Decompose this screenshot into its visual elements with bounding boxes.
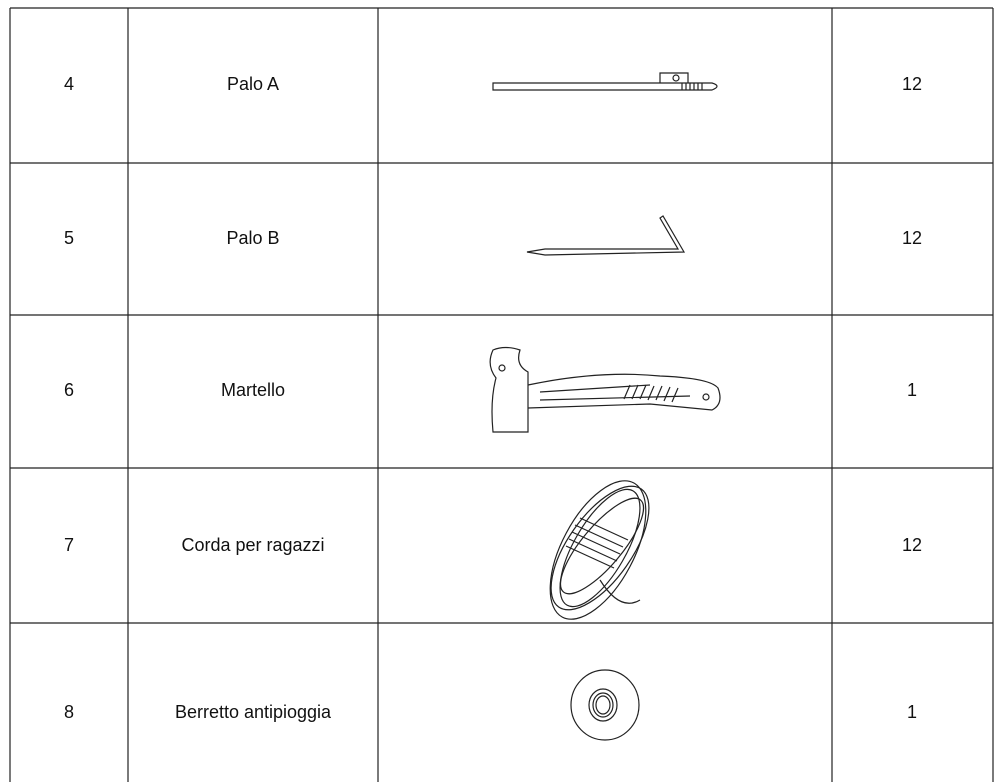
- item-name: Corda per ragazzi: [181, 535, 324, 555]
- item-quantity: 1: [907, 702, 917, 722]
- item-quantity: 1: [907, 380, 917, 400]
- item-number: 6: [64, 380, 74, 400]
- rope-icon: [549, 480, 650, 620]
- item-number: 7: [64, 535, 74, 555]
- item-number: 5: [64, 228, 74, 248]
- item-number: 4: [64, 74, 74, 94]
- item-quantity: 12: [902, 74, 922, 94]
- rain-cap-icon: [570, 669, 640, 741]
- item-quantity: 12: [902, 228, 922, 248]
- item-name: Martello: [221, 380, 285, 400]
- item-number: 8: [64, 702, 74, 722]
- item-quantity: 12: [902, 535, 922, 555]
- item-name: Palo B: [226, 228, 279, 248]
- table-grid: [9, 7, 994, 782]
- hammer-icon: [489, 346, 721, 433]
- item-name: Palo A: [227, 74, 279, 94]
- peg-a-icon: [492, 72, 718, 91]
- peg-b-icon: [526, 215, 686, 256]
- item-name: Berretto antipioggia: [175, 702, 332, 722]
